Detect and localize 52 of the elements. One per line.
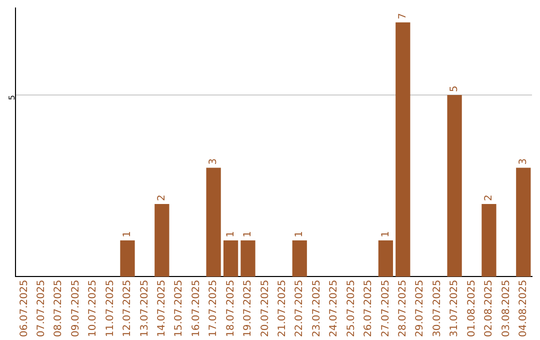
bar	[240, 240, 256, 277]
x-tick-label: 09.07.2025	[70, 280, 82, 338]
bar	[223, 240, 238, 277]
x-tick-label: 11.07.2025	[104, 280, 116, 338]
x-tick-label: 12.07.2025	[122, 280, 134, 338]
x-tick-label: 17.07.2025	[208, 280, 220, 338]
bar	[447, 95, 462, 277]
x-tick-label: 15.07.2025	[174, 280, 185, 338]
bar	[154, 204, 170, 277]
x-tick-label: 23.07.2025	[311, 280, 322, 338]
data-label: 1	[122, 231, 134, 238]
x-tick-label: 01.08.2025	[466, 280, 478, 338]
bar	[120, 240, 135, 277]
x-tick-label: 21.07.2025	[277, 280, 288, 338]
bar	[516, 168, 531, 277]
x-tick-label: 30.07.2025	[432, 280, 443, 338]
data-label: 1	[242, 231, 254, 238]
data-label: 2	[156, 194, 168, 202]
bar	[206, 168, 221, 277]
x-tick-label: 18.07.2025	[225, 280, 236, 338]
x-tick-label: 27.07.2025	[380, 280, 392, 338]
x-tick-label: 25.07.2025	[346, 280, 357, 338]
x-tick-label: 06.07.2025	[18, 280, 30, 338]
x-tick-label: 20.07.2025	[260, 280, 271, 338]
x-tick-label: 13.07.2025	[139, 280, 150, 338]
x-tick-label: 29.07.2025	[414, 280, 426, 338]
x-tick-label: 03.08.2025	[500, 280, 512, 338]
data-label: 2	[484, 194, 495, 202]
x-tick-label: 07.07.2025	[36, 280, 48, 338]
x-tick-label: 02.08.2025	[484, 280, 495, 338]
data-label: 7	[397, 12, 408, 20]
data-label: 3	[518, 158, 529, 165]
x-tick-label: 04.08.2025	[518, 280, 529, 338]
data-label: 1	[294, 231, 306, 238]
x-tick-label: 10.07.2025	[88, 280, 99, 338]
data-label: 1	[225, 231, 236, 238]
bar	[292, 240, 307, 277]
data-label: 5	[449, 86, 460, 92]
x-tick-label: 16.07.2025	[190, 280, 202, 338]
x-tick-label: 22.07.2025	[294, 280, 306, 338]
x-tick-label: 31.07.2025	[449, 280, 460, 338]
data-label: 1	[380, 231, 392, 238]
data-label: 3	[208, 158, 220, 165]
x-tick-label: 14.07.2025	[156, 280, 168, 338]
bar	[378, 240, 394, 277]
bar	[396, 22, 410, 277]
x-tick-label: 24.07.2025	[328, 280, 340, 338]
x-tick-label: 19.07.2025	[242, 280, 254, 338]
x-tick-label: 08.07.2025	[53, 280, 64, 338]
x-tick-label: 28.07.2025	[397, 280, 408, 338]
x-tick-label: 26.07.2025	[363, 280, 374, 338]
bar	[482, 204, 496, 277]
